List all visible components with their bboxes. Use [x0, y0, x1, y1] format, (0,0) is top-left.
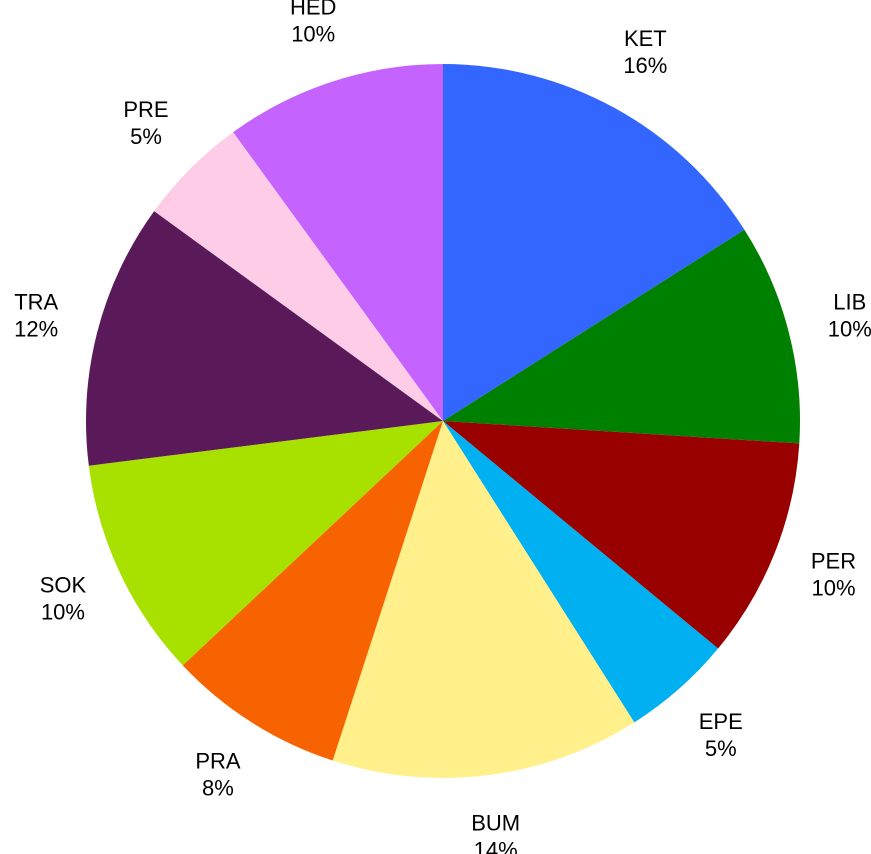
slice-label: LIB — [833, 289, 866, 314]
slice-label: PER — [811, 548, 856, 573]
slice-value-label: 10% — [811, 575, 855, 600]
pie-slice — [182, 421, 444, 761]
pie-slice — [88, 421, 443, 666]
slice-value-label: 5% — [130, 124, 162, 149]
pie-slice — [332, 421, 635, 778]
pie-slice — [443, 64, 745, 421]
slice-value-label: 14% — [474, 838, 518, 854]
pie-slice — [443, 421, 800, 649]
slice-value-label: 10% — [828, 316, 871, 341]
slice-value-label: 10% — [41, 600, 85, 625]
slice-label: HED — [290, 0, 336, 19]
slice-value-label: 5% — [705, 736, 737, 761]
slice-label: EPE — [699, 709, 743, 734]
pie-slice — [233, 64, 443, 421]
slice-value-label: 12% — [14, 316, 58, 341]
slice-value-label: 8% — [202, 775, 234, 800]
pie-slice — [85, 211, 443, 466]
slice-label: KET — [624, 26, 667, 51]
slice-label: PRE — [123, 97, 168, 122]
pie-slice — [154, 132, 443, 421]
pie-slice — [443, 421, 719, 723]
slice-value-label: 16% — [623, 53, 667, 78]
pie-slice — [443, 229, 800, 444]
slice-label: PRA — [195, 748, 241, 773]
slice-label: SOK — [40, 573, 87, 598]
slice-label: BUM — [471, 811, 520, 836]
slice-label: TRA — [14, 289, 58, 314]
slice-value-label: 10% — [291, 21, 335, 46]
